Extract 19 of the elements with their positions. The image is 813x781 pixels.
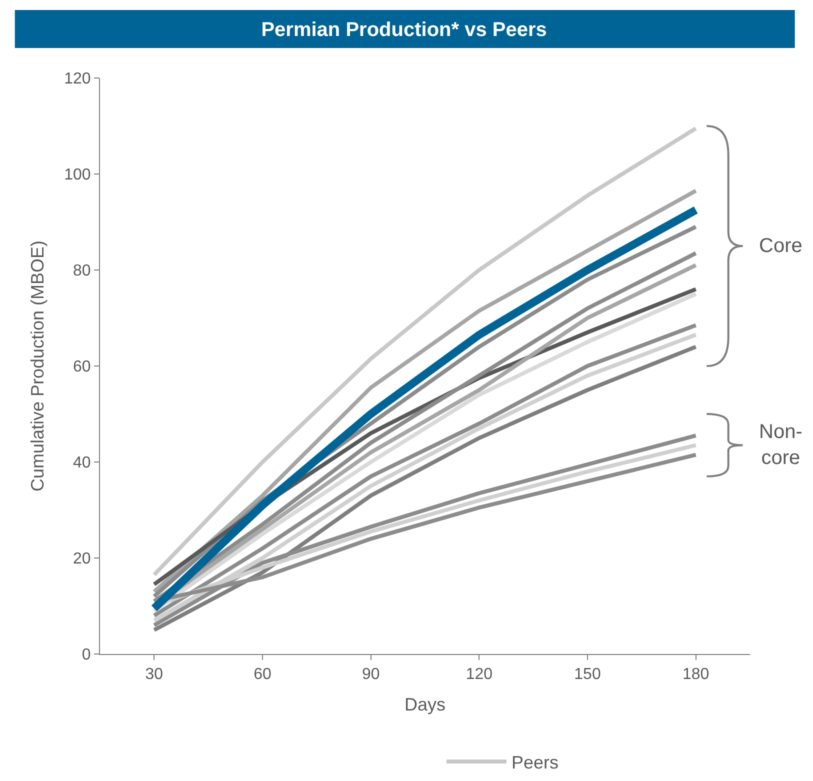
y-tick-label: 20 bbox=[73, 550, 91, 568]
y-tick-label: 120 bbox=[64, 70, 91, 88]
x-tick-label: 150 bbox=[574, 666, 601, 684]
x-tick-label: 120 bbox=[466, 666, 493, 684]
legend-label: Peers bbox=[512, 752, 559, 772]
x-tick-label: 180 bbox=[682, 666, 710, 684]
y-tick-label: 60 bbox=[73, 358, 91, 376]
y-tick-label: 80 bbox=[73, 262, 91, 280]
x-tick-label: 90 bbox=[362, 666, 380, 684]
y-axis-title: Cumulative Production (MBOE) bbox=[27, 240, 48, 492]
text: Core bbox=[759, 235, 802, 257]
text: Non-core bbox=[759, 421, 802, 469]
y-tick-label: 100 bbox=[64, 166, 91, 184]
y-tick-label: 40 bbox=[73, 454, 91, 472]
y-tick-label: 0 bbox=[82, 646, 91, 664]
x-tick-label: 60 bbox=[254, 666, 272, 684]
x-axis-title: Days bbox=[404, 694, 446, 714]
chart-title: Permian Production* vs Peers bbox=[261, 18, 547, 41]
x-tick-label: 30 bbox=[145, 666, 164, 684]
